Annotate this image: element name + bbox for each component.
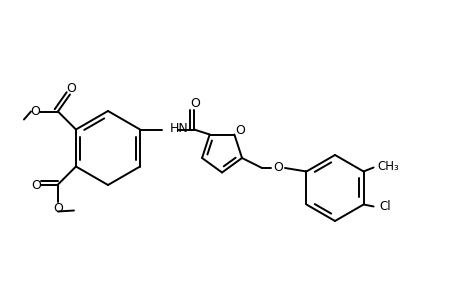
Text: HN: HN [170,122,188,135]
Text: O: O [30,105,40,118]
Text: O: O [190,97,200,110]
Text: Cl: Cl [379,200,390,213]
Text: O: O [273,161,282,175]
Text: O: O [66,82,76,95]
Text: CH₃: CH₃ [377,160,398,173]
Text: O: O [235,124,245,137]
Text: O: O [31,179,41,192]
Text: O: O [53,202,63,215]
